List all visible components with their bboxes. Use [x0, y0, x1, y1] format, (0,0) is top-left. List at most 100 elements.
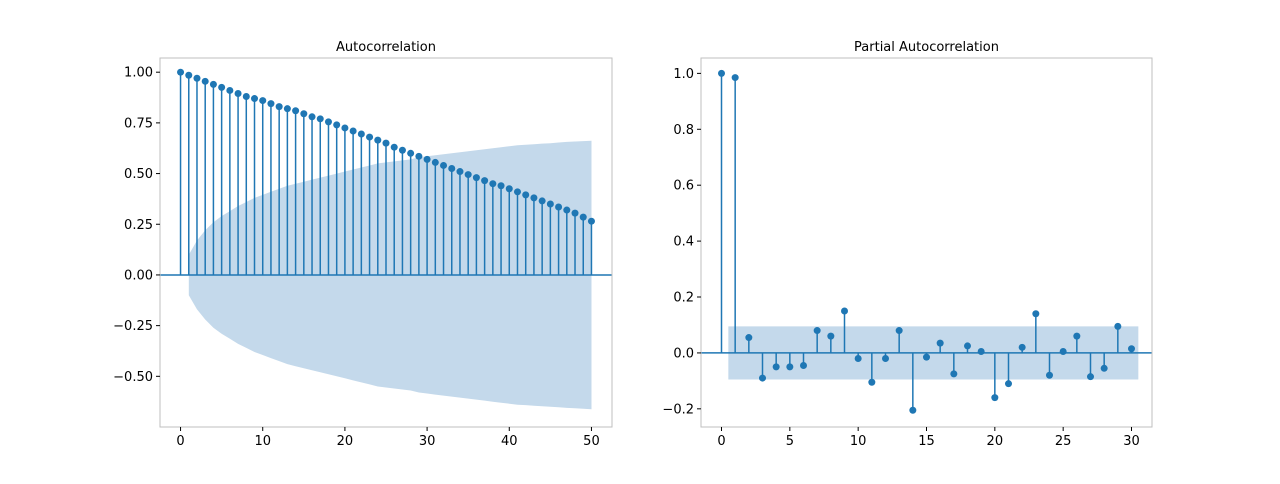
stem-marker — [201, 77, 209, 85]
stem-marker — [390, 143, 398, 151]
stem-marker — [382, 139, 390, 147]
stem-marker — [813, 327, 821, 335]
stem-marker — [1059, 348, 1067, 356]
stem-marker — [316, 115, 324, 123]
y-tick-label: 0.4 — [673, 235, 694, 250]
stem-marker — [464, 171, 472, 179]
axes-frame — [159, 57, 613, 428]
stem-marker — [308, 113, 316, 121]
stem-marker — [854, 355, 862, 363]
stem-marker — [1100, 364, 1108, 372]
stem-marker — [1005, 380, 1012, 388]
stem-marker — [349, 127, 357, 135]
stem-marker — [456, 168, 464, 176]
stem-marker — [193, 74, 201, 82]
stem-marker — [267, 100, 275, 108]
stem-marker — [895, 327, 903, 335]
stem-marker — [341, 124, 349, 132]
stem-marker — [571, 209, 579, 217]
y-tick-label: 0.75 — [124, 116, 153, 131]
partial-autocorrelation-panel: 0 5 10 15 20 25 30 −0.2 0.0 0.2 0.4 0.6 0.8 1.0 Partia… — [662, 40, 1153, 449]
y-tick-label: 1.0 — [673, 67, 694, 82]
stem-marker — [251, 95, 259, 103]
stem-marker — [964, 342, 971, 350]
stem-marker — [991, 394, 999, 402]
stem-marker — [882, 355, 889, 363]
stem-marker — [1046, 371, 1053, 379]
stem-marker — [234, 89, 242, 97]
stem-marker — [977, 348, 985, 356]
stem-marker — [513, 188, 521, 196]
stem-marker — [909, 406, 917, 414]
stem-marker — [546, 200, 554, 208]
x-tick-label: 30 — [1123, 434, 1140, 449]
stem-marker — [841, 307, 848, 315]
x-tick-label: 10 — [850, 434, 867, 449]
stem-marker — [177, 68, 185, 76]
stem-marker — [1018, 343, 1026, 351]
stem-marker — [242, 93, 250, 101]
stem-marker — [481, 177, 489, 185]
stem-marker — [357, 130, 365, 138]
stem-marker — [530, 194, 538, 202]
y-tick-label: −0.50 — [113, 370, 153, 385]
stem-marker — [587, 217, 595, 225]
stem-marker — [1128, 345, 1135, 353]
chart-title: Partial Autocorrelation — [854, 40, 999, 55]
y-tick-label: 0.00 — [124, 268, 153, 283]
stem-marker — [522, 191, 530, 199]
x-tick-label: 30 — [419, 434, 436, 449]
stem-marker — [324, 118, 332, 126]
x-tick-label: 5 — [786, 434, 794, 449]
stem-marker — [366, 133, 374, 141]
stem-marker — [718, 69, 725, 77]
stem-marker — [505, 185, 513, 193]
stem-marker — [374, 136, 382, 144]
stem-marker — [415, 152, 423, 160]
stem-marker — [431, 158, 439, 166]
stem-marker — [745, 334, 753, 342]
y-tick-label: 0.0 — [673, 346, 694, 361]
x-tick-label: 25 — [1055, 434, 1072, 449]
stem-marker — [185, 71, 193, 79]
stem-marker — [786, 363, 794, 371]
stem-marker — [1114, 322, 1122, 330]
stem-marker — [275, 103, 283, 111]
stem-marker — [226, 86, 234, 94]
stem-marker — [936, 339, 944, 347]
stem-marker — [259, 97, 267, 105]
stem-marker — [1087, 373, 1094, 381]
stem-marker — [440, 161, 448, 169]
x-tick-label: 0 — [176, 434, 184, 449]
stem-marker — [868, 378, 876, 386]
x-tick-label: 15 — [918, 434, 935, 449]
stem-marker — [292, 107, 300, 115]
y-tick-label: 0.50 — [124, 167, 153, 182]
stem-marker — [283, 105, 291, 113]
x-tick-label: 20 — [987, 434, 1004, 449]
stem-marker — [333, 121, 341, 129]
x-tick-label: 10 — [254, 434, 271, 449]
stem-marker — [800, 362, 807, 369]
stem-marker — [827, 332, 835, 340]
stem-marker — [1032, 310, 1040, 318]
stem-marker — [1073, 332, 1081, 340]
stem-marker — [538, 197, 546, 205]
stem-marker — [497, 182, 505, 190]
stem-marker — [579, 213, 587, 221]
stem-marker — [772, 363, 780, 371]
y-tick-label: 0.25 — [124, 218, 153, 233]
stem-marker — [300, 110, 308, 118]
stem-marker — [759, 374, 766, 382]
stem-marker — [218, 83, 226, 91]
stem-marker — [731, 74, 739, 82]
stem-marker — [472, 174, 480, 182]
stem-marker — [950, 370, 958, 378]
stem-marker — [555, 203, 563, 211]
y-tick-label: 0.2 — [673, 291, 694, 306]
stem-marker — [923, 353, 930, 361]
y-tick-label: 0.6 — [673, 179, 694, 194]
